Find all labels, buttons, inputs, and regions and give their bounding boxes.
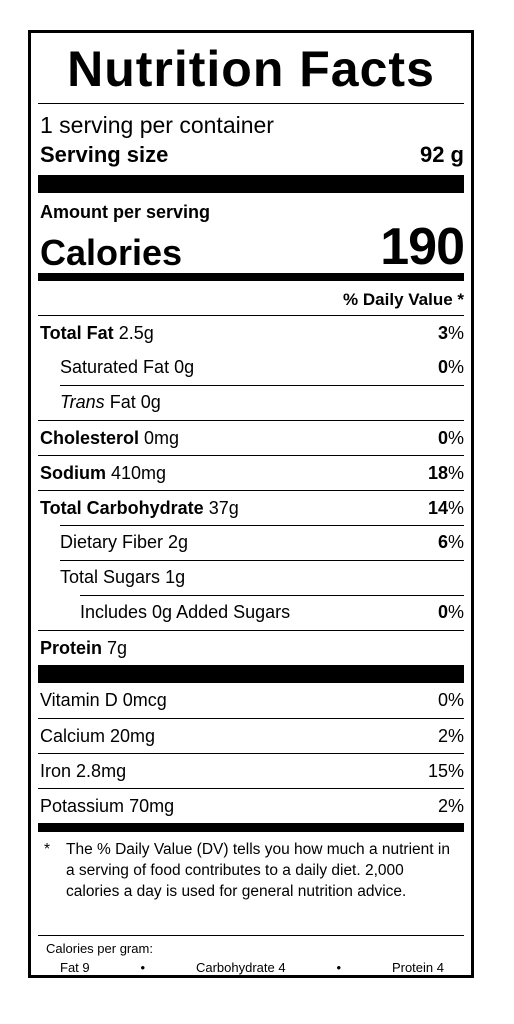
nutrient-name: Sodium <box>40 462 106 483</box>
vitamin-row-calcium: Calcium 20mg 2% <box>38 718 464 753</box>
nutrient-row-saturated-fat: Saturated Fat 0g 0% <box>60 357 464 377</box>
vitamin-amount: 70mg <box>129 795 175 816</box>
nutrient-row-cholesterol: Cholesterol 0mg 0% <box>38 420 464 455</box>
nutrient-name: Saturated Fat <box>60 357 170 377</box>
divider <box>80 595 464 596</box>
vitamin-name: Potassium <box>40 795 125 816</box>
label-title: Nutrition Facts <box>67 41 435 97</box>
nutrient-row-total-sugars: Total Sugars 1g <box>38 560 464 595</box>
nutrient-name: Protein <box>40 637 103 658</box>
nutrient-amount: 0mg <box>144 427 180 448</box>
vitamin-row-potassium: Potassium 70mg 2% <box>38 788 464 823</box>
nutrient-dv: 6 <box>437 532 448 552</box>
nutrient-amount: 1g <box>165 567 186 587</box>
divider <box>38 935 464 936</box>
calories-per-gram-row: Fat 9 • Carbohydrate 4 • Protein 4 <box>60 960 444 976</box>
nutrition-facts-label: Nutrition Facts 1 serving per container … <box>28 30 474 978</box>
nutrient-dv: 0 <box>437 357 448 377</box>
vitamin-name: Iron <box>40 760 72 781</box>
nutrient-name-italic: Trans <box>60 392 105 412</box>
nutrient-row-protein: Protein 7g <box>38 630 464 665</box>
bullet-icon: • <box>140 960 146 975</box>
nutrient-dv: 18 <box>427 462 448 483</box>
nutrient-row-dietary-fiber: Dietary Fiber 2g 6% <box>60 532 464 552</box>
nutrient-amount: 7g <box>107 637 128 658</box>
nutrient-row-total-carbohydrate: Total Carbohydrate 37g 14% <box>38 490 464 525</box>
nutrient-row-added-sugars: Includes 0g Added Sugars 0% <box>80 602 464 622</box>
vitamin-dv: 2% <box>437 795 464 816</box>
vitamin-dv: 15% <box>427 760 464 781</box>
vitamin-row-vitamin-d: Vitamin D 0mcg 0% <box>38 683 464 718</box>
vitamin-name: Calcium <box>40 725 106 746</box>
daily-value-header: % Daily Value * <box>343 290 464 309</box>
nutrient-amount: 410mg <box>111 462 167 483</box>
thick-divider <box>38 665 464 683</box>
nutrient-name: Fat <box>109 392 136 412</box>
calories-per-gram-title: Calories per gram: <box>46 941 153 956</box>
medium-divider <box>38 823 464 832</box>
nutrient-name: Includes 0g Added Sugars <box>80 602 291 622</box>
footnote-text: The % Daily Value (DV) tells you how muc… <box>66 841 450 900</box>
servings-per-container: 1 serving per container <box>40 112 274 138</box>
nutrient-name: Total Sugars <box>60 567 161 587</box>
divider <box>60 385 464 386</box>
serving-size-label: Serving size <box>40 142 169 167</box>
vitamin-dv: 0% <box>437 690 464 710</box>
serving-size-value: 92 g <box>419 142 464 167</box>
nutrient-dv: 0 <box>437 427 448 448</box>
vitamin-amount: 0mcg <box>122 690 167 710</box>
vitamin-dv: 2% <box>437 725 464 746</box>
cpg-fat: Fat 9 <box>60 960 90 975</box>
nutrient-row-total-fat: Total Fat 2.5g 3% <box>38 315 464 350</box>
medium-divider <box>38 273 464 281</box>
cpg-carbohydrate: Carbohydrate 4 <box>195 960 286 975</box>
divider <box>60 525 464 526</box>
nutrient-row-trans-fat: Trans Fat 0g <box>38 385 464 420</box>
nutrient-dv: 3 <box>437 322 448 343</box>
thick-divider <box>38 175 464 193</box>
cpg-protein: Protein 4 <box>391 960 444 975</box>
calories-value: 190 <box>380 218 465 276</box>
vitamin-amount: 2.8mg <box>76 760 127 781</box>
calories-label: Calories <box>40 232 183 273</box>
nutrient-amount: 0g <box>174 357 195 377</box>
footnote: * The % Daily Value (DV) tells you how m… <box>40 839 458 902</box>
nutrient-name: Total Carbohydrate <box>40 497 204 518</box>
nutrient-dv: 14 <box>427 497 448 518</box>
nutrient-name: Total Fat <box>40 322 114 343</box>
nutrient-dv: 0 <box>437 602 448 622</box>
divider <box>38 103 464 104</box>
serving-size-row: Serving size 92 g <box>40 141 464 169</box>
vitamin-amount: 20mg <box>110 725 156 746</box>
label-inner: Nutrition Facts 1 serving per container … <box>38 33 465 976</box>
vitamin-row-iron: Iron 2.8mg 15% <box>38 753 464 788</box>
divider <box>60 560 464 561</box>
nutrient-amount: 2g <box>168 532 189 552</box>
vitamin-name: Vitamin D <box>40 690 118 710</box>
nutrient-amount: 0g <box>140 392 161 412</box>
nutrient-name: Dietary Fiber <box>60 532 164 552</box>
nutrient-row-sodium: Sodium 410mg 18% <box>38 455 464 490</box>
bullet-icon: • <box>336 960 342 975</box>
amount-per-serving: Amount per serving <box>40 202 211 222</box>
calories-row: Calories 190 <box>40 218 465 276</box>
nutrient-amount: 2.5g <box>118 322 154 343</box>
nutrient-amount: 37g <box>208 497 239 518</box>
footnote-star: * <box>44 841 51 858</box>
nutrient-name: Cholesterol <box>40 427 140 448</box>
